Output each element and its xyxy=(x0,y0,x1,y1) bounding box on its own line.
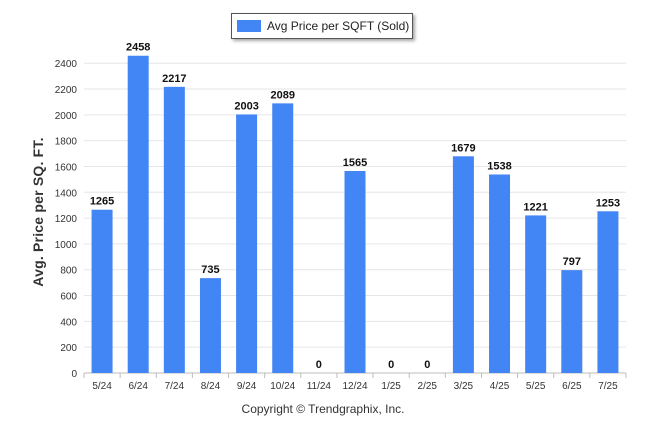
x-tick-label: 2/25 xyxy=(418,381,438,392)
y-tick-label: 200 xyxy=(60,343,77,354)
data-label: 0 xyxy=(316,359,322,371)
x-tick-label: 7/25 xyxy=(598,381,618,392)
x-tick-label: 5/24 xyxy=(92,381,112,392)
x-tick-label: 8/24 xyxy=(201,381,221,392)
legend-swatch xyxy=(237,20,261,32)
y-tick-label: 2400 xyxy=(55,59,78,70)
data-label: 2089 xyxy=(270,89,294,101)
bar xyxy=(597,211,619,373)
data-label: 797 xyxy=(563,256,581,268)
x-tick-label: 4/25 xyxy=(490,381,510,392)
bar xyxy=(561,270,583,373)
data-label: 2003 xyxy=(234,100,258,112)
bar xyxy=(272,103,294,373)
y-tick-label: 0 xyxy=(71,369,77,380)
y-tick-label: 400 xyxy=(60,317,77,328)
y-tick-label: 1400 xyxy=(55,188,78,199)
x-tick-label: 1/25 xyxy=(381,381,401,392)
y-tick-label: 1200 xyxy=(55,214,78,225)
data-label: 1538 xyxy=(487,160,511,172)
copyright-text: Copyright © Trendgraphix, Inc. xyxy=(241,402,405,416)
x-axis-ticks: 5/24 6/24 7/24 8/24 9/24 10/24 11/24 12/24 1/25 2… xyxy=(83,373,627,392)
data-label: 735 xyxy=(201,264,219,276)
bar xyxy=(199,278,221,373)
bar xyxy=(452,156,474,373)
y-axis-ticks: 0 200 400 600 800 1000 1200 1400 1600 1800 2000 220… xyxy=(55,59,78,380)
x-tick-label: 9/24 xyxy=(237,381,257,392)
data-label: 2217 xyxy=(162,73,186,85)
data-label: 1253 xyxy=(596,197,620,209)
y-tick-label: 800 xyxy=(60,266,77,277)
data-labels: 1265 2458 2217 735 2003 2089 0 1565 0 0 1679 1538 12… xyxy=(90,42,620,371)
y-tick-label: 2000 xyxy=(55,111,78,122)
bar xyxy=(344,171,366,373)
legend-label: Avg Price per SQFT (Sold) xyxy=(267,19,410,33)
y-tick-label: 2200 xyxy=(55,85,78,96)
x-tick-label: 6/24 xyxy=(128,381,148,392)
data-label: 0 xyxy=(388,359,394,371)
data-label: 1679 xyxy=(451,142,475,154)
y-axis-label: Avg. Price per SQ. FT. xyxy=(30,137,46,287)
x-tick-label: 10/24 xyxy=(270,381,295,392)
data-label: 1265 xyxy=(90,196,114,208)
bar xyxy=(525,215,547,373)
bar xyxy=(91,209,113,373)
data-label: 1221 xyxy=(523,201,547,213)
bar xyxy=(163,86,185,373)
y-tick-label: 1800 xyxy=(55,137,78,148)
bars xyxy=(91,55,619,374)
x-tick-label: 11/24 xyxy=(307,381,332,392)
x-tick-label: 7/24 xyxy=(165,381,185,392)
legend: Avg Price per SQFT (Sold) xyxy=(231,13,413,39)
bar xyxy=(489,174,511,373)
data-label: 2458 xyxy=(126,42,150,54)
x-tick-label: 3/25 xyxy=(454,381,474,392)
bar xyxy=(127,55,149,374)
y-tick-label: 1600 xyxy=(55,162,78,173)
x-tick-label: 5/25 xyxy=(526,381,546,392)
data-label: 1565 xyxy=(343,157,367,169)
data-label: 0 xyxy=(424,359,430,371)
y-tick-label: 600 xyxy=(60,292,77,303)
x-tick-label: 12/24 xyxy=(342,381,367,392)
bar xyxy=(236,114,258,373)
x-tick-label: 6/25 xyxy=(562,381,582,392)
y-tick-label: 1000 xyxy=(55,240,78,251)
